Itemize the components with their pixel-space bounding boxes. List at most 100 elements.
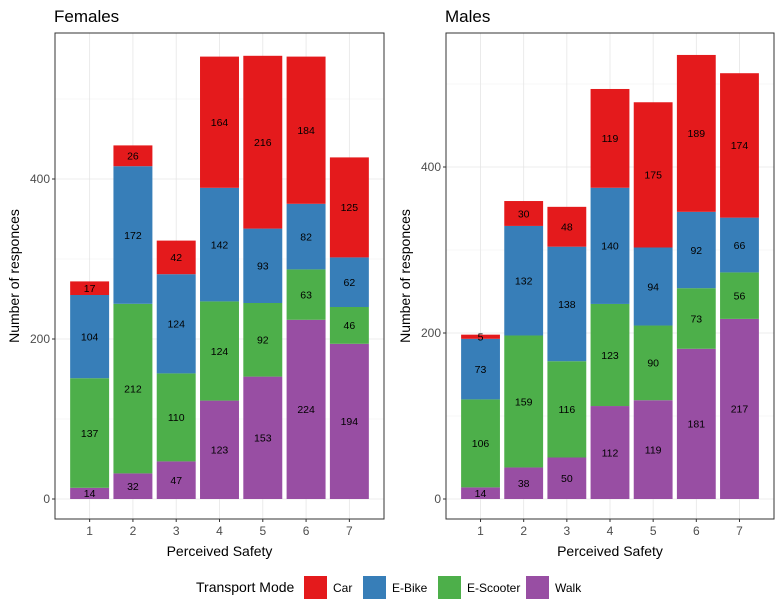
panel-2-y-tick-label: 200 (421, 326, 441, 340)
panel-2-bar-label-car-2: 30 (518, 208, 530, 220)
panel-2-bar-car-1 (461, 334, 500, 339)
panel-2-bar-e-bike-2 (504, 225, 544, 336)
panel-1-x-axis-title: Perceived Safety (167, 543, 273, 559)
panel-1-bar-label-car-7: 125 (341, 202, 359, 214)
panel-2-bar-e-bike-4 (590, 187, 630, 304)
panel-1-bar-label-walk-7: 194 (341, 416, 359, 428)
panel-1-bar-label-e-scooter-4: 124 (211, 346, 229, 358)
panel-2-bar-walk-7 (720, 318, 759, 499)
panel-2-bar-e-scooter-5 (633, 325, 673, 401)
panel-1-bar-walk-4 (200, 400, 239, 499)
panel-1-x-tick-label: 7 (346, 524, 353, 538)
panel-2-x-tick-label: 5 (650, 524, 657, 538)
panel-2-bar-label-car-4: 119 (602, 133, 619, 145)
panel-1-bar-e-bike-2 (113, 166, 153, 304)
panel-2-bar-walk-4 (590, 406, 630, 499)
panel-1-x-tick-label: 2 (130, 524, 137, 538)
panel-2-bar-e-bike-5 (633, 247, 673, 326)
panel-2-bar-label-car-5: 175 (644, 170, 662, 182)
panel-1-bar-car-4 (200, 56, 239, 188)
panel-1-bar-label-e-bike-7: 62 (344, 277, 356, 289)
panel-1-bar-e-bike-6 (286, 203, 326, 270)
panel-1-bar-label-e-scooter-6: 63 (300, 289, 312, 301)
panel-2-x-tick-label: 4 (607, 524, 614, 538)
panel-2-bar-label-walk-3: 50 (561, 473, 573, 485)
panel-1-bar-car-6 (286, 56, 326, 204)
panel-2-bar-label-e-scooter-1: 106 (472, 438, 490, 450)
panel-1-bar-e-scooter-1 (70, 378, 110, 488)
panel-1-bar-car-2 (113, 145, 153, 167)
panel-2-bar-e-scooter-4 (590, 303, 630, 407)
panel-2-bar-car-7 (720, 73, 759, 218)
panel-1-bar-label-walk-2: 32 (127, 481, 139, 493)
panel-2-bar-label-car-1: 5 (478, 332, 484, 344)
panel-2-bar-e-scooter-3 (547, 361, 587, 458)
panel-1-bar-label-car-3: 42 (170, 252, 182, 264)
panel-1-x-tick-label: 4 (216, 524, 223, 538)
panel-1-bar-label-car-4: 164 (211, 117, 229, 129)
legend-swatch-car (304, 576, 327, 599)
panel-2-bar-label-walk-4: 112 (602, 447, 619, 459)
panel-2-x-tick-label: 6 (693, 524, 700, 538)
panel-2-bar-walk-6 (676, 348, 716, 499)
panel-1-bar-label-walk-5: 153 (254, 433, 272, 445)
panel-2-y-tick-label: 400 (421, 160, 441, 174)
panel-1-bar-walk-2 (113, 473, 153, 499)
panel-2-bar-car-3 (547, 206, 587, 247)
panel-2-bar-label-e-scooter-7: 56 (734, 290, 746, 302)
panel-1-y-tick-label: 400 (30, 172, 50, 186)
panel-1-bar-walk-5 (243, 376, 283, 499)
panel-2-bar-e-bike-3 (547, 246, 587, 362)
legend-label-walk: Walk (555, 581, 582, 595)
panel-2-bar-label-walk-1: 14 (475, 488, 487, 500)
panel-2-bar-label-car-6: 189 (688, 128, 706, 140)
legend-swatch-e-bike (363, 576, 386, 599)
panel-2-y-tick-label: 0 (434, 492, 441, 506)
panel-1-bar-label-car-1: 17 (84, 283, 96, 295)
panel-2-bar-car-5 (633, 102, 673, 248)
panel-1-bar-label-e-bike-5: 93 (257, 261, 269, 273)
panel-1-bar-label-e-bike-6: 82 (300, 231, 312, 243)
panel-1-bar-car-3 (156, 240, 196, 275)
legend-swatch-e-scooter (438, 576, 461, 599)
panel-1-bar-label-walk-4: 123 (211, 445, 229, 457)
panel-1-bar-e-scooter-3 (156, 373, 196, 462)
panel-2-bar-label-e-bike-6: 92 (690, 245, 702, 257)
panel-1-y-tick-label: 200 (30, 332, 50, 346)
panel-1-y-tick-label: 0 (43, 492, 50, 506)
panel-2-bar-label-e-bike-2: 132 (515, 276, 533, 288)
panel-2-y-axis-title: Number of responces (397, 209, 413, 343)
panel-2-bar-label-e-scooter-2: 159 (515, 396, 533, 408)
panel-2-bar-label-e-bike-3: 138 (558, 299, 576, 311)
panel-1-y-axis-title: Number of responces (6, 209, 22, 343)
panel-1-bar-label-e-scooter-2: 212 (124, 383, 142, 395)
panel-2-bar-label-e-bike-4: 140 (601, 241, 619, 253)
panel-1-bar-label-e-bike-2: 172 (124, 230, 142, 242)
panel-1-bar-e-scooter-5 (243, 303, 283, 377)
panel-1-bar-walk-1 (70, 487, 110, 499)
panel-2-bar-walk-1 (461, 487, 500, 499)
panel-2-bar-label-walk-5: 119 (645, 444, 662, 456)
panel-2-bar-label-walk-7: 217 (731, 404, 749, 416)
panel-2-bar-e-scooter-7 (720, 272, 759, 319)
panel-1-bar-label-e-scooter-5: 92 (257, 335, 269, 347)
panel-1-title: Females (54, 7, 119, 26)
panel-2-bar-e-scooter-2 (504, 335, 544, 468)
panel-2-bar-walk-3 (547, 457, 587, 499)
panel-1-bar-e-scooter-2 (113, 303, 153, 474)
panel-1-bar-e-bike-1 (70, 295, 110, 379)
legend-label-e-scooter: E-Scooter (467, 581, 520, 595)
panel-2-x-tick-label: 2 (520, 524, 527, 538)
panel-2-bar-label-e-bike-1: 73 (475, 364, 487, 376)
panel-2-bar-car-2 (504, 201, 544, 226)
panel-1-bar-e-bike-4 (200, 187, 239, 302)
panel-1-bar-e-scooter-7 (329, 307, 369, 344)
panel-2-x-tick-label: 1 (477, 524, 484, 538)
panel-2-bar-label-car-7: 174 (731, 140, 749, 152)
panel-2-title: Males (445, 7, 490, 26)
legend-label-e-bike: E-Bike (392, 581, 428, 595)
panel-1-bar-e-bike-7 (329, 257, 369, 307)
panel-1-bar-e-bike-3 (156, 274, 196, 374)
